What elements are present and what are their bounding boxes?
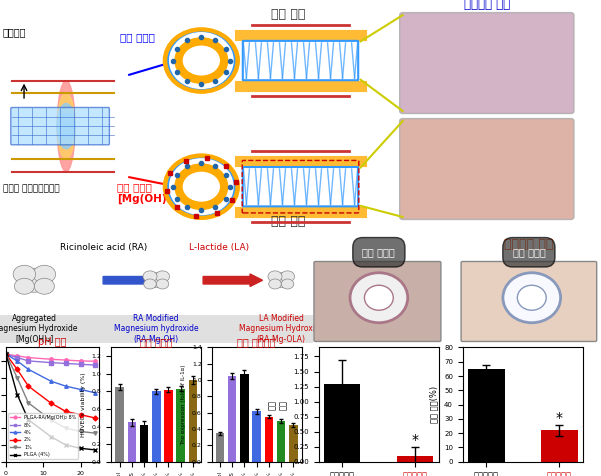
Bar [324,384,361,462]
Text: 혈관조직: 혈관조직 [3,27,26,37]
Title: 세포 생존율: 세포 생존율 [140,337,172,347]
Circle shape [281,271,294,282]
Bar [277,421,285,462]
Text: Ricinoleic acid (RA): Ricinoleic acid (RA) [59,243,147,252]
Circle shape [503,273,561,323]
Text: 개발 스텐트: 개발 스텐트 [513,247,545,257]
Text: 개발 스텐트
[Mg(OH)₂]: 개발 스텐트 [Mg(OH)₂] [117,182,176,204]
Bar [468,369,505,462]
Circle shape [268,271,282,282]
Bar [140,425,148,462]
Bar [164,390,172,462]
Text: 조직세포 생존: 조직세포 생존 [504,238,554,251]
Circle shape [143,271,157,282]
Circle shape [34,278,54,294]
FancyBboxPatch shape [400,119,574,219]
Circle shape [156,279,169,289]
FancyBboxPatch shape [461,261,597,341]
Circle shape [14,278,34,294]
FancyBboxPatch shape [0,315,313,343]
Bar [252,411,261,462]
Title: 세포 염증인자: 세포 염증인자 [237,337,276,347]
Text: 조직세포 괴사: 조직세포 괴사 [464,0,510,10]
Circle shape [156,271,169,282]
Circle shape [517,285,546,310]
Text: L-lactide (LA): L-lactide (LA) [189,243,249,252]
Circle shape [350,273,407,323]
Circle shape [19,268,49,292]
Circle shape [272,273,291,288]
Y-axis label: 세포 활력(%): 세포 활력(%) [430,386,439,423]
Ellipse shape [57,103,75,149]
Bar [216,433,224,462]
Ellipse shape [57,114,75,139]
Bar [240,374,249,462]
Text: LA Modified
Magnesium Hydroxide
(RA-Mg-OLA): LA Modified Magnesium Hydroxide (RA-Mg-O… [239,314,324,344]
Text: 기존 스텐트: 기존 스텐트 [362,247,395,257]
Circle shape [144,279,156,289]
Y-axis label: HUVECs viability (%): HUVECs viability (%) [81,372,86,437]
Circle shape [33,265,56,283]
FancyBboxPatch shape [400,12,574,113]
FancyArrow shape [103,274,162,287]
Bar [177,389,185,462]
Y-axis label: 염증
지수: 염증 지수 [268,399,287,410]
Circle shape [147,273,166,288]
Bar [127,422,136,462]
Text: 이식된 약물방출스텐트: 이식된 약물방출스텐트 [3,185,59,194]
Text: *: * [556,411,563,425]
Ellipse shape [57,81,75,171]
Bar [289,425,297,462]
Title: pH 중화: pH 중화 [38,337,67,347]
Y-axis label: Tno expression (fold of IL-1α): Tno expression (fold of IL-1α) [182,365,186,445]
FancyBboxPatch shape [11,108,109,145]
Text: 염증 억제: 염증 억제 [271,215,306,228]
Bar [152,391,160,462]
Bar [264,417,273,462]
Text: 기존 스텐트: 기존 스텐트 [120,32,155,42]
Bar [189,380,197,462]
Legend: PLGA-RA/Mg(OH)₂ 8%, 8%, 4%, 2%, 1%, PLGA (4%): PLGA-RA/Mg(OH)₂ 8%, 8%, 4%, 2%, 1%, PLGA… [8,413,78,459]
Text: Aggregated
Magnesium Hydroxide
[Mg(OH)₂]: Aggregated Magnesium Hydroxide [Mg(OH)₂] [0,314,77,344]
Circle shape [281,279,294,289]
Bar [228,376,236,462]
Text: RA Modified
Magnesium hydroxide
(RA-Mg-OH): RA Modified Magnesium hydroxide (RA-Mg-O… [114,314,198,344]
Circle shape [13,265,35,283]
Circle shape [269,279,281,289]
Text: 염증 과다: 염증 과다 [271,8,306,20]
Text: *: * [412,433,418,446]
Bar [541,430,578,462]
FancyBboxPatch shape [314,261,441,341]
Circle shape [364,285,393,310]
Bar [397,456,433,462]
FancyArrow shape [203,274,263,287]
Bar [115,387,124,462]
Ellipse shape [57,93,75,159]
